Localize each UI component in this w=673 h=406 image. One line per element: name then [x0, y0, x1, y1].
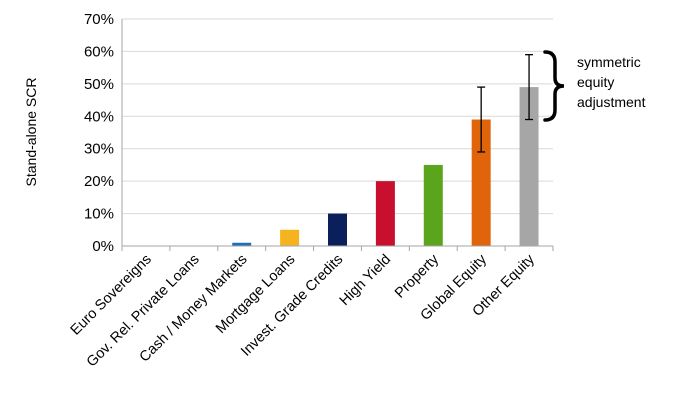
bar — [519, 87, 539, 246]
x-tick-label: Euro Sovereigns — [68, 252, 155, 339]
y-tick-label: 70% — [84, 11, 114, 28]
y-tick-labels: 0% 10% 20% 30% 40% 50% 60% 70% — [84, 11, 114, 255]
bar — [423, 164, 443, 246]
error-bars — [477, 54, 534, 153]
bars — [232, 87, 539, 246]
y-tick-label: 50% — [84, 76, 114, 93]
y-tick-label: 20% — [84, 173, 114, 190]
y-tick-label: 40% — [84, 108, 114, 125]
bar — [280, 229, 300, 246]
y-tick-label: 0% — [92, 238, 114, 255]
annotation-text: equity — [577, 74, 614, 90]
y-tick-label: 60% — [84, 43, 114, 60]
grid-lines — [122, 18, 553, 215]
y-tick-label: 10% — [84, 206, 114, 223]
bar — [375, 181, 395, 246]
y-tick-label: 30% — [84, 141, 114, 158]
annotation: symmetric equity adjustment — [543, 50, 646, 122]
axes — [121, 19, 554, 251]
bar — [471, 119, 491, 246]
bar — [232, 242, 252, 246]
error-bar — [525, 54, 534, 121]
bar — [328, 213, 347, 246]
annotation-text: adjustment — [577, 94, 646, 110]
x-tick-label: High Yield — [337, 252, 394, 309]
curly-brace-icon — [543, 50, 565, 122]
annotation-text: symmetric — [577, 54, 641, 70]
error-bar — [477, 86, 486, 153]
y-axis-label: Stand-alone SCR — [23, 78, 39, 187]
